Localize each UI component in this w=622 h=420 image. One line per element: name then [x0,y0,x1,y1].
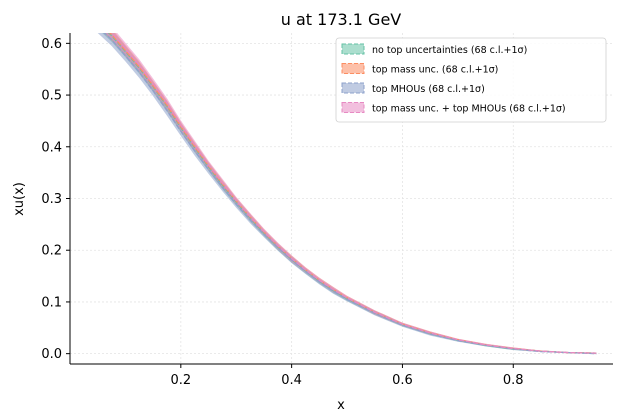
y-tick-label: 0.0 [41,347,62,362]
line-series-1 [108,33,597,354]
legend: no top uncertainties (68 c.l.+1σ) top mas… [335,37,607,123]
x-tick-label: 0.8 [503,373,524,388]
x-axis-label: x [337,398,345,413]
x-tick-label: 0.4 [281,373,302,388]
legend-swatch [341,63,365,74]
legend-entry: top mass unc. + top MHOUs (68 c.l.+1σ) [372,104,566,115]
ticks: 0.2 0.4 0.6 0.8 0.0 0.1 0.2 0.3 0.4 0.5 0.6 [41,37,523,388]
y-tick-label: 0.6 [41,37,62,52]
legend-entry: no top uncertainties (68 c.l.+1σ) [372,45,527,56]
legend-swatch [341,82,365,94]
legend-entry: top MHOUs (68 c.l.+1σ) [372,84,485,95]
lines [103,33,597,355]
legend-entry: top mass unc. (68 c.l.+1σ) [372,65,498,76]
y-tick-label: 0.1 [41,295,62,310]
y-tick-label: 0.3 [41,192,62,207]
y-tick-label: 0.4 [41,140,62,155]
x-tick-label: 0.2 [170,373,191,388]
y-tick-label: 0.5 [41,89,62,104]
y-axis-label: xu(x) [12,182,27,216]
legend-box [335,37,607,123]
legend-swatch [341,43,365,55]
line-series-2 [103,33,597,355]
x-tick-label: 0.6 [392,373,413,388]
y-tick-label: 0.2 [41,244,62,259]
chart-title: u at 173.1 GeV [281,10,402,29]
legend-swatch [341,102,365,113]
